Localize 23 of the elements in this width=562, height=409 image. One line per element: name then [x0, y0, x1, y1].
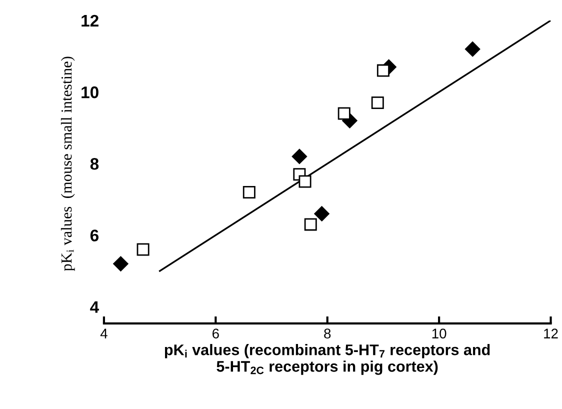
point	[465, 42, 480, 57]
point	[314, 206, 330, 222]
y-tick-label: 4	[90, 301, 100, 313]
x-tick-label: 10	[432, 328, 446, 338]
text: pK$_{i}$ values (recombinant 5-HT$_{7}$ receptors and 5-HT$_{2C}$ receptors in pig cortex)	[164, 344, 490, 375]
y-tick-label: 6	[90, 230, 99, 242]
y-tick-label: 12	[82, 14, 98, 26]
point	[338, 107, 350, 120]
point	[136, 243, 150, 256]
x-tick-label: 8	[324, 328, 331, 338]
y-tick-label: 10	[82, 86, 98, 98]
y-axis-title: pK$_{i}$ values (mouse small intestine)	[60, 56, 75, 271]
point	[371, 96, 384, 110]
point	[292, 148, 308, 164]
y-tick-label: 8	[90, 158, 99, 170]
point	[298, 175, 312, 188]
x-tick-label: 12	[544, 328, 558, 338]
point	[242, 186, 256, 198]
x-tick-label: 4	[100, 328, 108, 338]
point	[376, 64, 390, 77]
point	[113, 256, 128, 272]
point	[304, 218, 317, 231]
x-tick-label: 6	[212, 328, 219, 338]
